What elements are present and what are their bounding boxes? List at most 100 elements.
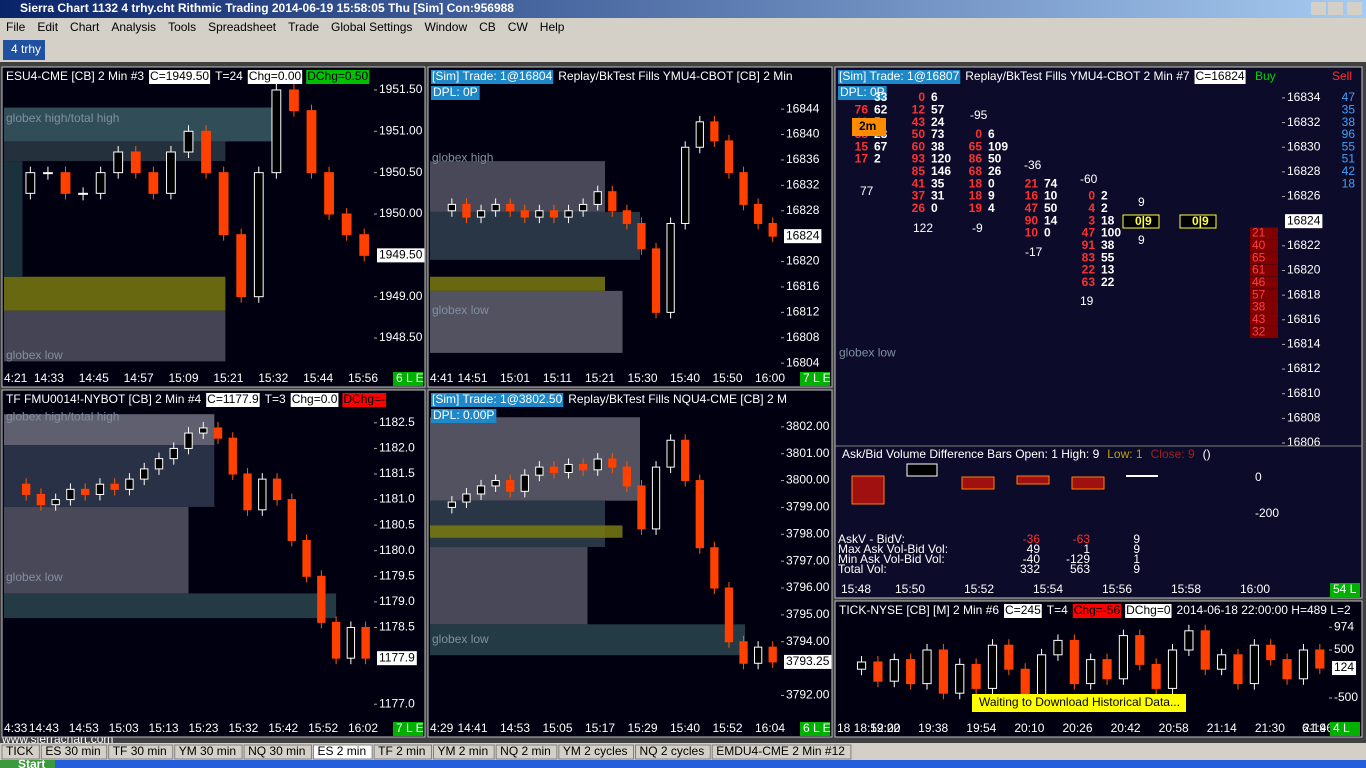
header-chip bbox=[1072, 604, 1122, 618]
candle bbox=[1184, 630, 1194, 651]
candle bbox=[724, 587, 734, 643]
y-tick-label: 974 bbox=[1334, 619, 1354, 633]
chart-tab[interactable] bbox=[432, 744, 495, 760]
y-tick-label: 1179.5 bbox=[379, 568, 415, 582]
sell-volume: 21 bbox=[1252, 226, 1266, 240]
volume-profile-band bbox=[430, 624, 745, 656]
study-row-label: AskV - BidV: bbox=[838, 532, 905, 546]
chart-tab[interactable] bbox=[243, 744, 312, 760]
close-button[interactable] bbox=[1347, 2, 1362, 15]
tab-bar bbox=[0, 38, 1366, 62]
chart-tab-label: YM 30 min bbox=[179, 744, 236, 758]
candle bbox=[695, 480, 704, 549]
chart-tab[interactable] bbox=[312, 744, 373, 760]
header-chip bbox=[431, 393, 564, 407]
sell-cell bbox=[1250, 227, 1278, 240]
menu-item[interactable]: Analysis bbox=[111, 20, 156, 34]
chartbook-tab[interactable] bbox=[3, 40, 45, 60]
candle bbox=[253, 172, 264, 298]
menu-item[interactable]: File bbox=[6, 20, 26, 34]
candle bbox=[753, 203, 763, 224]
menu-item[interactable]: Global Settings bbox=[331, 20, 412, 34]
status-badge-label: 7 L E bbox=[803, 371, 831, 385]
x-tick-label: 15:52 bbox=[964, 582, 994, 596]
menu-item[interactable]: Spreadsheet bbox=[208, 20, 277, 34]
chart-tab[interactable] bbox=[558, 744, 635, 760]
y-tick-label: 1180.5 bbox=[379, 517, 415, 531]
candle bbox=[922, 649, 932, 685]
taskbar bbox=[0, 760, 1366, 768]
volume-profile-band bbox=[4, 310, 226, 362]
footprint-bid: 37 bbox=[912, 189, 926, 203]
status-badge-label: 4 L bbox=[1333, 721, 1350, 735]
candle bbox=[25, 172, 36, 194]
maximize-button[interactable] bbox=[1328, 2, 1343, 15]
y-tick-label: 16832 bbox=[1287, 115, 1321, 129]
level-annotation: globex high/total high bbox=[6, 111, 119, 125]
candle bbox=[1020, 668, 1030, 699]
candle bbox=[622, 466, 632, 487]
minimize-button[interactable] bbox=[1311, 2, 1326, 15]
footprint-bid: 85 bbox=[912, 164, 926, 178]
footprint-bid: 18 bbox=[969, 176, 983, 190]
x-tick-label: 20:42 bbox=[1111, 721, 1141, 735]
study-value: 563 bbox=[1070, 562, 1090, 576]
footprint-ask: 0 bbox=[988, 176, 995, 190]
x-tick-label: 18 18:52:00 bbox=[837, 721, 901, 735]
footprint-ask: 24 bbox=[931, 115, 945, 129]
status-badge-label: 6 L E bbox=[803, 721, 831, 735]
y-tick-label: 16828 bbox=[1287, 164, 1321, 178]
candle bbox=[476, 485, 486, 495]
menu-item[interactable]: Chart bbox=[70, 20, 100, 34]
period-chip bbox=[852, 118, 886, 136]
study-value: 49 bbox=[1027, 542, 1041, 556]
last-price-label: 124 bbox=[1334, 660, 1354, 674]
chart-tab[interactable] bbox=[108, 744, 174, 760]
y-tick-label: 3798.00 bbox=[786, 526, 830, 540]
header-chip bbox=[342, 393, 387, 407]
candle bbox=[768, 222, 777, 237]
level-annotation: globex high/total high bbox=[6, 409, 119, 423]
menu-item[interactable]: Tools bbox=[168, 20, 196, 34]
menu-item[interactable]: CB bbox=[479, 20, 496, 34]
start-button[interactable] bbox=[0, 760, 55, 768]
y-tick-label: 16818 bbox=[1287, 287, 1321, 301]
candle bbox=[228, 437, 237, 475]
header-text: T=24 bbox=[215, 69, 243, 83]
buy-volume: 18 bbox=[1342, 176, 1356, 190]
chart-tab[interactable] bbox=[174, 744, 243, 760]
last-price-box bbox=[784, 229, 822, 244]
chart-tab[interactable] bbox=[711, 744, 852, 760]
candle bbox=[578, 463, 588, 471]
chart-tab[interactable] bbox=[1, 744, 40, 760]
header-chip bbox=[247, 70, 303, 84]
footprint-bid: 41 bbox=[912, 176, 926, 190]
header-text: C=16824 bbox=[1196, 69, 1245, 83]
footprint-ask: 120 bbox=[931, 152, 951, 166]
sell-cell bbox=[1250, 276, 1278, 289]
y-tick-label: 1181.5 bbox=[379, 466, 415, 480]
dpl-chip bbox=[838, 86, 887, 100]
footprint-ask: 55 bbox=[1101, 250, 1115, 264]
header-text: Chg=0.00 bbox=[249, 69, 302, 83]
dpl-text: DPL: 0.00P bbox=[433, 408, 494, 422]
chart-tab[interactable] bbox=[40, 744, 108, 760]
x-tick-label: 15:40 bbox=[670, 371, 700, 385]
menu-item[interactable]: Window bbox=[424, 20, 467, 34]
menu-item[interactable]: CW bbox=[508, 20, 529, 34]
candle bbox=[80, 488, 90, 495]
y-tick-label: 3796.00 bbox=[786, 580, 830, 594]
chart-tab[interactable] bbox=[635, 744, 711, 760]
menu-item[interactable]: Trade bbox=[288, 20, 319, 34]
header-chip bbox=[149, 70, 211, 84]
candle bbox=[768, 646, 777, 663]
chart-tab[interactable] bbox=[373, 744, 432, 760]
x-tick-label: 15:52 bbox=[712, 721, 742, 735]
menu-item[interactable]: Help bbox=[540, 20, 565, 34]
candle bbox=[166, 151, 176, 194]
chart-tab[interactable] bbox=[495, 744, 558, 760]
footprint-bid: 0 bbox=[1088, 189, 1095, 203]
sell-volume: 61 bbox=[1252, 263, 1266, 277]
menu-item[interactable]: Edit bbox=[37, 20, 58, 34]
x-tick-label: 21:46 bbox=[1303, 721, 1333, 735]
